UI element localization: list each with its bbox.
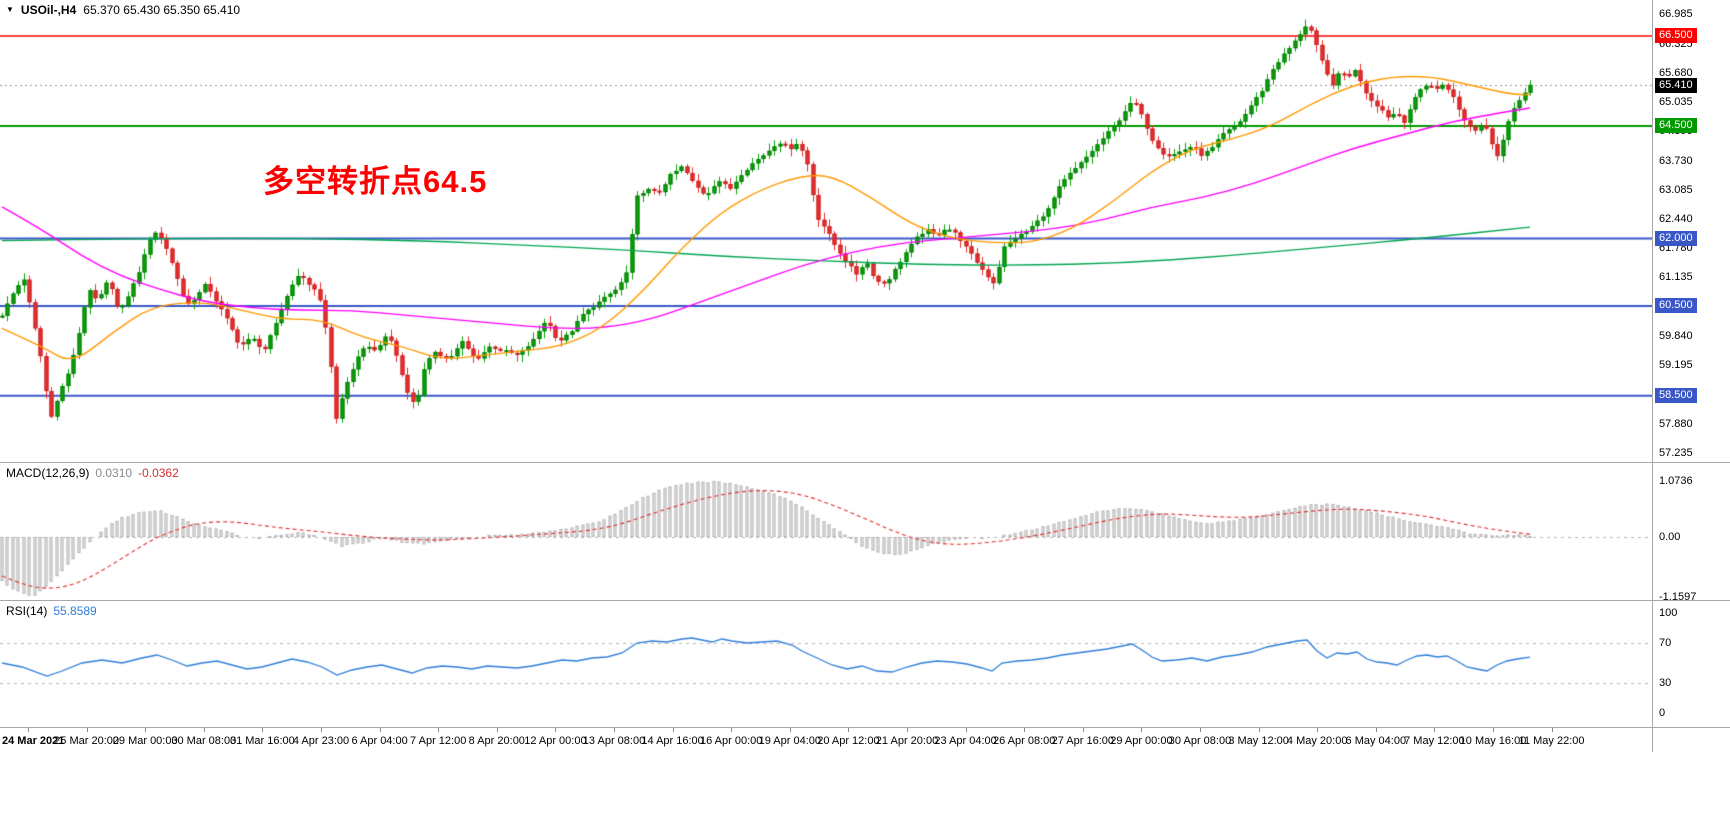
time-tick: [555, 728, 556, 732]
price-line-badge: 64.500: [1655, 118, 1697, 134]
time-label: 8 Apr 20:00: [468, 735, 525, 747]
time-tick: [1083, 728, 1084, 732]
price-tick-label: 63.730: [1659, 154, 1693, 167]
time-tick: [1259, 728, 1260, 732]
time-tick: [497, 728, 498, 732]
time-tick: [1376, 728, 1377, 732]
time-tick: [380, 728, 381, 732]
price-tick-label: 59.840: [1659, 329, 1693, 342]
time-label: 6 May 04:00: [1345, 735, 1407, 747]
time-scale[interactable]: 24 Mar 2021 25 Mar 20:00 29 Mar 00:00 30 Ma…: [0, 728, 1652, 754]
price-tick-label: 61.135: [1659, 271, 1693, 284]
time-label: 20 Apr 12:00: [817, 735, 880, 747]
price-scale[interactable]: 66.98566.32565.68065.03564.39063.73063.0…: [1652, 0, 1730, 752]
chart-dropdown-icon[interactable]: ▼: [6, 5, 14, 14]
rsi-canvas[interactable]: [0, 601, 1652, 727]
price-line-badge: 60.500: [1655, 298, 1697, 314]
time-tick: [204, 728, 205, 732]
time-label: 4 Apr 23:00: [292, 735, 350, 747]
time-tick: [438, 728, 439, 732]
time-label: 26 Apr 08:00: [992, 735, 1056, 747]
time-tick: [907, 728, 908, 732]
time-tick: [1141, 728, 1142, 732]
time-tick: [1200, 728, 1201, 732]
price-line-badge: 66.500: [1655, 28, 1697, 44]
time-label: 4 May 20:00: [1286, 735, 1348, 747]
rsi-label: RSI(14) 55.8589: [6, 604, 97, 618]
time-label: 29 Mar 00:00: [112, 735, 178, 747]
time-tick: [790, 728, 791, 732]
macd-main-value: 0.0310: [95, 466, 133, 480]
time-label: 7 Apr 12:00: [410, 735, 467, 747]
panel-separator[interactable]: [0, 462, 1730, 463]
symbol-timeframe-label: USOil-,H4: [20, 3, 77, 17]
time-label: 12 Apr 00:00: [524, 735, 587, 747]
macd-tick-label: 1.0736: [1659, 475, 1693, 488]
price-tick-label: 65.035: [1659, 95, 1693, 108]
time-tick: [1434, 728, 1435, 732]
time-label: 13 Apr 08:00: [582, 735, 646, 747]
rsi-tick-label: 30: [1659, 677, 1672, 689]
price-line-badge: 65.410: [1655, 77, 1697, 93]
price-tick-label: 62.440: [1659, 212, 1693, 225]
time-label: 16 Apr 00:00: [699, 735, 763, 747]
time-label: 14 Apr 16:00: [641, 735, 704, 747]
time-tick: [28, 728, 29, 732]
macd-tick-label: -1.1597: [1659, 591, 1697, 604]
macd-label: MACD(12,26,9) 0.0310 -0.0362: [6, 466, 179, 480]
time-label: 19 Apr 04:00: [758, 735, 821, 747]
time-tick: [1493, 728, 1494, 732]
time-label: 31 Mar 16:00: [229, 735, 295, 747]
time-label: 3 May 12:00: [1228, 735, 1289, 747]
rsi-tick-label: 0: [1659, 707, 1666, 719]
panel-separator[interactable]: [0, 727, 1730, 728]
price-tick-label: 63.085: [1659, 183, 1693, 196]
time-label: 23 Apr 04:00: [934, 735, 997, 747]
macd-tick-label: 0.00: [1659, 530, 1681, 543]
time-label: 6 Apr 04:00: [351, 735, 408, 747]
main-price-canvas[interactable]: [0, 0, 1652, 462]
time-label: 11 May 22:00: [1518, 735, 1585, 747]
price-line-badge: 62.000: [1655, 230, 1697, 246]
time-label: 7 May 12:00: [1404, 735, 1465, 747]
time-label: 29 Apr 00:00: [1110, 735, 1173, 747]
rsi-value: 55.8589: [53, 604, 97, 618]
price-tick-label: 57.880: [1659, 417, 1693, 430]
rsi-tick-label: 70: [1659, 637, 1672, 649]
macd-name: MACD(12,26,9): [6, 466, 90, 480]
panel-separator[interactable]: [0, 600, 1730, 601]
time-tick: [321, 728, 322, 732]
time-label: 30 Apr 08:00: [1168, 735, 1232, 747]
chart-title: ▼ USOil-,H4 65.370 65.430 65.350 65.410: [6, 3, 240, 17]
price-tick-label: 66.985: [1659, 8, 1693, 21]
time-tick: [1024, 728, 1025, 732]
time-label: 27 Apr 16:00: [1051, 735, 1114, 747]
macd-signal-value: -0.0362: [138, 466, 179, 480]
time-tick: [145, 728, 146, 732]
time-label: 10 May 16:00: [1459, 735, 1527, 747]
time-label: 30 Mar 08:00: [171, 735, 237, 747]
price-line-badge: 58.500: [1655, 388, 1697, 404]
time-tick: [614, 728, 615, 732]
time-tick: [87, 728, 88, 732]
rsi-name: RSI(14): [6, 604, 48, 618]
time-tick: [673, 728, 674, 732]
time-tick: [731, 728, 732, 732]
time-tick: [848, 728, 849, 732]
time-tick: [1317, 728, 1318, 732]
time-tick: [966, 728, 967, 732]
macd-canvas[interactable]: [0, 463, 1652, 600]
price-annotation: 多空转折点64.5: [263, 164, 488, 199]
time-tick: [262, 728, 263, 732]
rsi-tick-label: 100: [1659, 607, 1678, 619]
time-label: 21 Apr 20:00: [875, 735, 939, 747]
price-tick-label: 57.235: [1659, 446, 1693, 459]
price-tick-label: 65.680: [1659, 66, 1693, 79]
time-label: 25 Mar 20:00: [54, 735, 120, 747]
time-tick: [1552, 728, 1553, 732]
price-tick-label: 59.195: [1659, 358, 1693, 371]
ohlc-values: 65.370 65.430 65.350 65.410: [83, 3, 241, 17]
time-label: 24 Mar 2021: [2, 735, 65, 747]
